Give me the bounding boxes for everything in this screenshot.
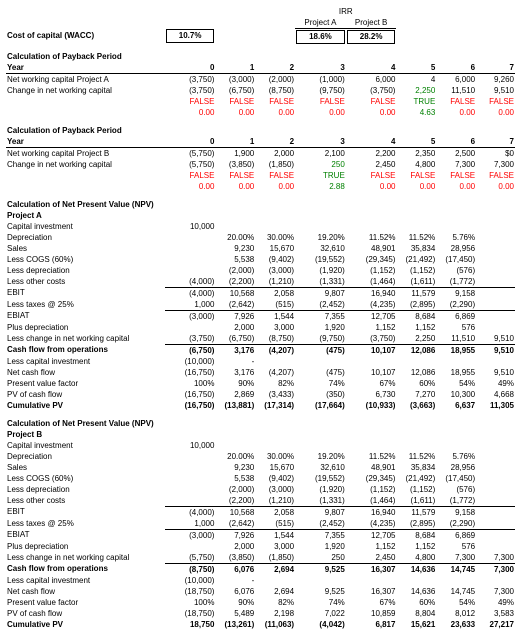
table-row: Net working capital Project A(3,750)(3,0… — [6, 74, 515, 86]
table-row: Depreciation20.00%30.00%19.20%11.52%11.5… — [6, 451, 515, 462]
table-row: FALSEFALSEFALSETRUEFALSEFALSEFALSEFALSE — [6, 170, 515, 181]
section-title: Project A — [6, 210, 515, 221]
table-row: Present value factor100%90%82%74%67%60%5… — [6, 597, 515, 608]
table-row: Net cash flow(16,750)3,176(4,207)(475)10… — [6, 367, 515, 378]
section-title: Calculation of Payback Period — [6, 125, 515, 136]
section-title: Calculation of Payback Period — [6, 51, 515, 62]
table-row: Less other costs(4,000)(2,200)(1,210)(1,… — [6, 276, 515, 288]
table-row: Less COGS (60%)5,538(9,402)(19,552)(29,3… — [6, 254, 515, 265]
spreadsheet-table: IRR Project A Project B Cost of capital … — [6, 6, 515, 630]
table-row: FALSEFALSEFALSEFALSEFALSETRUEFALSEFALSE — [6, 96, 515, 107]
table-row: EBIAT(3,000)7,9261,5447,35512,7058,6846,… — [6, 530, 515, 542]
wacc-value: 10.7% — [166, 29, 215, 43]
section-title: Calculation of Net Present Value (NPV) — [6, 199, 515, 210]
table-row: Capital investment10,000 — [6, 440, 515, 451]
table-row: Present value factor100%90%82%74%67%60%5… — [6, 378, 515, 389]
table-row: Plus depreciation2,0003,0001,9201,1521,1… — [6, 322, 515, 333]
irr-proj-b-label: Project B — [346, 17, 397, 29]
table-row: 0.000.000.002.880.000.000.000.00 — [6, 181, 515, 192]
table-row: Net working capital Project B(5,750)1,90… — [6, 148, 515, 160]
table-row: Less depreciation(2,000)(3,000)(1,920)(1… — [6, 484, 515, 495]
table-row: Less capital investment(10,000)- — [6, 356, 515, 367]
year-header-row: Year01234567 — [6, 62, 515, 74]
table-row: Cash flow from operations(8,750)6,0762,6… — [6, 564, 515, 576]
table-row: PV of cash flow(18,750)5,4892,1987,02210… — [6, 608, 515, 619]
table-row: Cumulative PV(16,750)(13,881)(17,314)(17… — [6, 400, 515, 411]
table-row: 0.000.000.000.000.004.630.000.00 — [6, 107, 515, 118]
section-title: Project B — [6, 429, 515, 440]
table-row: Cumulative PV18,750(13,261)(11,063)(4,04… — [6, 619, 515, 630]
table-row: Less capital investment(10,000)- — [6, 575, 515, 586]
table-row: Plus depreciation2,0003,0001,9201,1521,1… — [6, 541, 515, 552]
table-row: PV of cash flow(16,750)2,869(3,433)(350)… — [6, 389, 515, 400]
table-row: Less taxes @ 25%1,000(2,642)(515)(2,452)… — [6, 299, 515, 311]
irr-proj-a-label: Project A — [295, 17, 346, 29]
table-row: Capital investment10,000 — [6, 221, 515, 232]
table-row: Cash flow from operations(6,750)3,176(4,… — [6, 345, 515, 357]
table-row: EBIT(4,000)10,5682,0589,80716,94011,5799… — [6, 288, 515, 300]
table-row: Less other costs(2,200)(1,210)(1,331)(1,… — [6, 495, 515, 507]
table-row: Net cash flow(18,750)6,0762,6949,52516,3… — [6, 586, 515, 597]
table-row: Less depreciation(2,000)(3,000)(1,920)(1… — [6, 265, 515, 276]
table-row: Change in net working capital(3,750)(6,7… — [6, 85, 515, 96]
table-row: Less COGS (60%)5,538(9,402)(19,552)(29,3… — [6, 473, 515, 484]
table-row: Less taxes @ 25%1,000(2,642)(515)(2,452)… — [6, 518, 515, 530]
table-row: EBIAT(3,000)7,9261,5447,35512,7058,6846,… — [6, 311, 515, 323]
table-row: EBIT(4,000)10,5682,0589,80716,94011,5799… — [6, 507, 515, 519]
irr-b-value: 28.2% — [347, 30, 396, 44]
irr-a-value: 18.6% — [296, 30, 345, 44]
table-row: Sales9,23015,67032,61048,90135,83428,956 — [6, 462, 515, 473]
section-title: Calculation of Net Present Value (NPV) — [6, 418, 515, 429]
table-row: Change in net working capital(5,750)(3,8… — [6, 159, 515, 170]
irr-header: IRR — [295, 6, 396, 17]
wacc-label: Cost of capital (WACC) — [6, 29, 165, 45]
table-row: Sales9,23015,67032,61048,90135,83428,956 — [6, 243, 515, 254]
year-header-row: Year01234567 — [6, 136, 515, 148]
table-row: Depreciation20.00%30.00%19.20%11.52%11.5… — [6, 232, 515, 243]
table-row: Less change in net working capital(5,750… — [6, 552, 515, 564]
table-row: Less change in net working capital(3,750… — [6, 333, 515, 345]
